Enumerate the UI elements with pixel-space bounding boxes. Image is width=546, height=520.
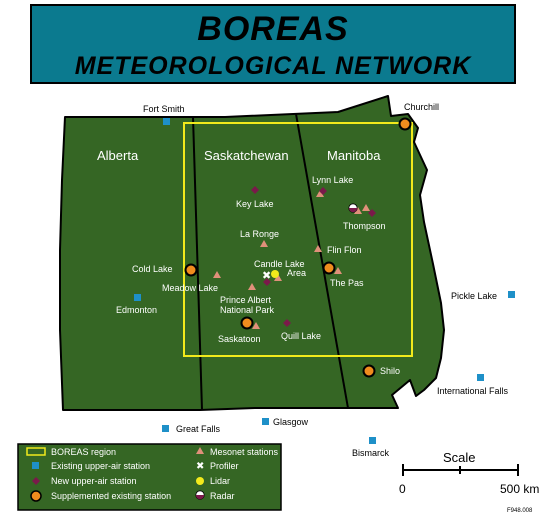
great-falls-label: Great Falls [176, 424, 221, 434]
shilo-label: Shilo [380, 366, 400, 376]
the-pas-supplemented-station-icon [322, 261, 336, 275]
glasgow-existing-upper-air-station-icon [262, 418, 269, 425]
key-lake-new-upper-air-station-icon [251, 186, 259, 194]
saskatoon-mesonet-station-icon [252, 322, 260, 329]
title-line-2: METEOROLOGICAL NETWORK [74, 52, 472, 80]
title-line-1: BOREAS [197, 10, 349, 48]
thompson-new-upper-air-station-icon [368, 209, 376, 217]
the-pas-mesonet-station-icon [334, 267, 342, 274]
great-falls-existing-upper-air-station-icon [162, 425, 169, 432]
province-label-saskatchewan: Saskatchewan [204, 148, 289, 163]
quill-lake-label: Quill Lake [281, 331, 321, 341]
la-ronge-mesonet-station-icon [260, 240, 268, 247]
lynn-lake-new-upper-air-station-icon [319, 187, 327, 195]
fort-smith-label: Fort Smith [143, 104, 185, 114]
churchill-label: Churchill [404, 102, 439, 112]
pickle-lake-existing-upper-air-station-icon [508, 291, 515, 298]
pickle-lake-label: Pickle Lake [451, 291, 497, 301]
churchill-supplemented-station-icon [398, 117, 412, 131]
candle-lake-profiler-icon: ✖ [262, 269, 271, 282]
candle-lake-mesonet-station-icon [274, 274, 282, 281]
cold-lake-supplemented-station-icon [184, 263, 198, 277]
thompson-mesonet-station-icon-1 [354, 207, 362, 214]
saskatoon-label: Saskatoon [218, 334, 261, 344]
legend-mesonet-icon [196, 447, 204, 454]
candle-lake-label-line1: Candle Lake [254, 259, 305, 269]
legend-profiler-icon: ✖ [196, 461, 204, 472]
legend-existing-upper-air-label: Existing upper-air station [51, 461, 150, 471]
legend-mesonet-label: Mesonet stations [210, 447, 279, 457]
flin-flon-label: Flin Flon [327, 245, 362, 255]
legend-radar-icon-lower-half [195, 495, 205, 500]
international-falls-label: International Falls [437, 386, 509, 396]
candle-lake-new-upper-air-station-icon [263, 278, 271, 286]
saskatoon-supplemented-station-icon [240, 316, 254, 330]
province-label-manitoba: Manitoba [327, 148, 381, 163]
glasgow-label: Glasgow [273, 417, 309, 427]
legend-new-upper-air-icon [32, 477, 40, 485]
legend-new-upper-air-label: New upper-air station [51, 476, 137, 486]
edmonton-label: Edmonton [116, 305, 157, 315]
legend-box [17, 443, 282, 511]
cold-lake-label: Cold Lake [132, 264, 173, 274]
shilo-supplemented-station-icon [362, 364, 376, 378]
prince-albert-mesonet-station-icon [248, 283, 256, 290]
legend-supplemented-label: Supplemented existing station [51, 491, 171, 501]
prince-albert-park-label-line1: Prince Albert [220, 295, 272, 305]
scale-bar: Scale 0 500 km [399, 450, 539, 496]
legend-boreas-region-label: BOREAS region [51, 447, 116, 457]
la-ronge-label: La Ronge [240, 229, 279, 239]
lynn-lake-label: Lynn Lake [312, 175, 353, 185]
prairie-provinces-landmass [59, 95, 445, 411]
legend-lidar-label: Lidar [210, 476, 230, 486]
title-banner: BOREAS METEOROLOGICAL NETWORK [30, 4, 516, 84]
scale-max-label: 500 km [500, 482, 539, 496]
bismarck-existing-upper-air-station-icon [369, 437, 376, 444]
thompson-label: Thompson [343, 221, 386, 231]
figure-id: F948.008 [507, 508, 533, 514]
fort-smith-existing-upper-air-station-icon [163, 118, 170, 125]
legend-boreas-region-swatch [26, 447, 46, 456]
legend-lidar-icon [196, 477, 204, 485]
legend-profiler-label: Profiler [210, 461, 239, 471]
candle-lake-label-line2: Area [287, 268, 306, 278]
thompson-mesonet-station-icon-2 [362, 204, 370, 211]
quill-lake-new-upper-air-station-icon [283, 319, 291, 327]
thompson-radar-icon-lower-half [348, 208, 358, 213]
legend-radar-label: Radar [210, 491, 235, 501]
meadow-lake-mesonet-station-icon [213, 271, 221, 278]
alberta-saskatchewan-border [192, 116, 203, 411]
candle-lake-lidar-icon [271, 270, 279, 278]
saskatchewan-manitoba-border [295, 113, 349, 409]
bismarck-label: Bismarck [352, 448, 390, 458]
legend-supplemented-icon [30, 490, 42, 502]
boreas-region-box [183, 122, 413, 357]
flin-flon-mesonet-station-icon [314, 245, 322, 252]
meadow-lake-label: Meadow Lake [162, 283, 218, 293]
lynn-lake-mesonet-station-icon [316, 190, 324, 197]
legend: BOREAS region Existing upper-air station… [17, 443, 282, 511]
legend-existing-upper-air-icon [32, 462, 39, 469]
scale-min-label: 0 [399, 482, 406, 496]
the-pas-label: The Pas [330, 278, 364, 288]
scale-title: Scale [443, 450, 476, 465]
province-label-alberta: Alberta [97, 148, 139, 163]
prince-albert-park-label-line2: National Park [220, 305, 275, 315]
edmonton-existing-upper-air-station-icon [134, 294, 141, 301]
international-falls-existing-upper-air-station-icon [477, 374, 484, 381]
key-lake-label: Key Lake [236, 199, 274, 209]
